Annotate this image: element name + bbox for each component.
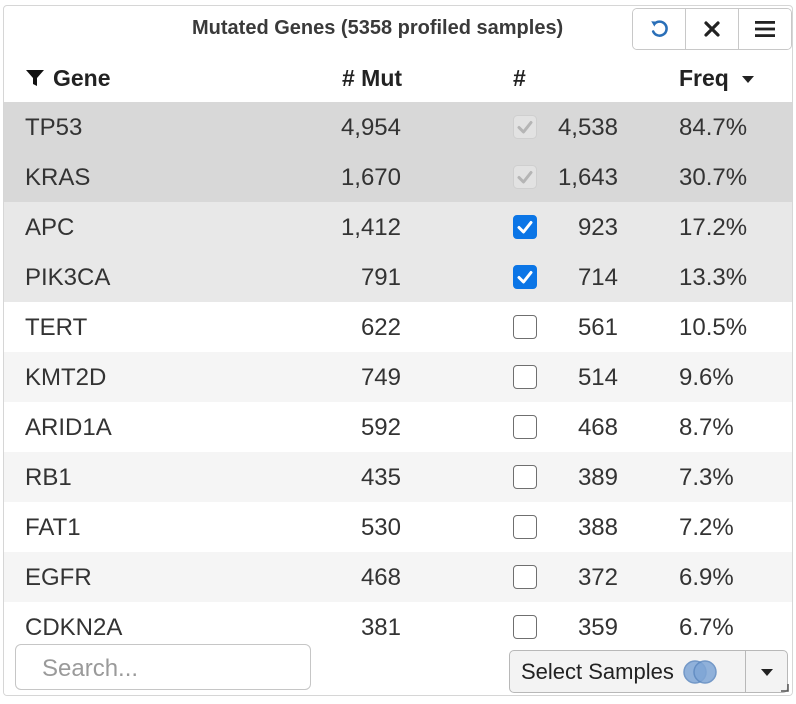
row-checkbox[interactable]	[513, 515, 537, 539]
row-checkbox[interactable]	[513, 265, 537, 289]
gene-cell[interactable]: PIK3CA	[25, 264, 111, 291]
sort-descending-icon	[742, 76, 755, 83]
sample-count-cell: 359	[577, 614, 618, 641]
gene-column-header[interactable]: Gene	[25, 65, 111, 92]
row-checkbox	[513, 115, 537, 139]
freq-cell: 6.7%	[679, 614, 734, 641]
close-button[interactable]	[686, 9, 739, 49]
sample-count-cell: 561	[577, 314, 618, 341]
freq-cell: 8.7%	[679, 414, 734, 441]
select-samples-dropdown-toggle[interactable]	[746, 651, 787, 692]
gene-header-label: Gene	[53, 65, 111, 91]
table-row[interactable]: TERT 622 561 10.5%	[4, 302, 792, 352]
freq-cell: 10.5%	[679, 314, 748, 341]
reset-button[interactable]	[633, 9, 686, 49]
resize-handle-icon[interactable]	[779, 682, 789, 692]
sample-count-cell: 468	[577, 414, 618, 441]
gene-cell[interactable]: KMT2D	[25, 364, 107, 391]
sample-count-cell: 714	[577, 264, 618, 291]
venn-diagram-icon	[683, 659, 717, 684]
table-row[interactable]: CDKN2A 381 359 6.7%	[4, 602, 792, 652]
table-row[interactable]: EGFR 468 372 6.9%	[4, 552, 792, 602]
table-header: Gene # Mut # Freq	[4, 52, 792, 102]
table-row[interactable]: RB1 435 389 7.3%	[4, 452, 792, 502]
table-row[interactable]: FAT1 530 388 7.2%	[4, 502, 792, 552]
hamburger-icon	[755, 21, 775, 37]
checkmark-icon	[513, 165, 537, 189]
row-checkbox[interactable]	[513, 215, 537, 239]
panel-title: Mutated Genes (5358 profiled samples)	[192, 17, 564, 39]
mut-count-cell: 592	[360, 414, 401, 441]
table-row[interactable]: KMT2D 749 514 9.6%	[4, 352, 792, 402]
gene-cell[interactable]: FAT1	[25, 514, 81, 541]
row-checkbox[interactable]	[513, 465, 537, 489]
gene-cell[interactable]: TERT	[25, 314, 88, 341]
sample-count-cell: 923	[577, 214, 618, 241]
mut-count-cell: 381	[360, 614, 401, 641]
checkmark-icon	[517, 221, 533, 234]
mut-count-cell: 4,954	[340, 114, 401, 141]
sample-count-cell: 4,538	[557, 114, 618, 141]
sample-count-cell: 1,643	[557, 164, 618, 191]
gene-cell[interactable]: ARID1A	[25, 414, 112, 441]
mut-count-cell: 1,670	[340, 164, 401, 191]
row-checkbox[interactable]	[513, 615, 537, 639]
panel-toolbar	[632, 8, 792, 50]
mut-count-cell: 468	[360, 564, 401, 591]
sample-count-cell: 514	[577, 364, 618, 391]
freq-cell: 17.2%	[679, 214, 748, 241]
freq-cell: 84.7%	[679, 114, 748, 141]
table-row[interactable]: KRAS 1,670 1,643 30.7%	[4, 152, 792, 202]
freq-cell: 13.3%	[679, 264, 748, 291]
panel-footer: Search... Select Samples	[4, 640, 792, 695]
filter-icon[interactable]	[25, 68, 45, 88]
sample-count-cell: 388	[577, 514, 618, 541]
freq-cell: 30.7%	[679, 164, 748, 191]
caret-down-icon	[760, 668, 773, 676]
mut-column-header[interactable]: # Mut	[342, 65, 403, 91]
freq-header-label: Freq	[679, 65, 729, 91]
panel-titlebar: Mutated Genes (5358 profiled samples)	[4, 6, 792, 51]
mutated-genes-panel: Mutated Genes (5358 profiled samples)	[3, 5, 793, 696]
select-samples-control: Select Samples	[509, 650, 788, 693]
gene-cell[interactable]: RB1	[25, 464, 72, 491]
gene-cell[interactable]: CDKN2A	[25, 614, 123, 641]
row-checkbox[interactable]	[513, 415, 537, 439]
freq-cell: 7.2%	[679, 514, 734, 541]
sample-count-cell: 372	[577, 564, 618, 591]
freq-column-header[interactable]: Freq	[679, 65, 755, 92]
undo-icon	[651, 20, 668, 37]
freq-cell: 9.6%	[679, 364, 734, 391]
gene-cell[interactable]: TP53	[25, 114, 83, 141]
mut-count-cell: 530	[360, 514, 401, 541]
table-row[interactable]: APC 1,412 923 17.2%	[4, 202, 792, 252]
menu-button[interactable]	[739, 9, 791, 49]
row-checkbox	[513, 165, 537, 189]
gene-cell[interactable]: EGFR	[25, 564, 92, 591]
gene-table-body: TP53 4,954 4,538 84.7% KRAS 1,670 1,643 30.7% AP…	[4, 102, 792, 652]
row-checkbox[interactable]	[513, 565, 537, 589]
row-checkbox[interactable]	[513, 315, 537, 339]
mut-count-cell: 622	[360, 314, 401, 341]
table-row[interactable]: TP53 4,954 4,538 84.7%	[4, 102, 792, 152]
checkmark-icon	[517, 271, 533, 284]
checkmark-icon	[513, 115, 537, 139]
close-icon	[704, 21, 720, 37]
mut-count-cell: 791	[360, 264, 401, 291]
table-row[interactable]: PIK3CA 791 714 13.3%	[4, 252, 792, 302]
select-samples-label: Select Samples	[521, 658, 674, 684]
freq-cell: 7.3%	[679, 464, 734, 491]
table-row[interactable]: ARID1A 592 468 8.7%	[4, 402, 792, 452]
select-samples-button[interactable]: Select Samples	[510, 651, 746, 692]
gene-cell[interactable]: APC	[25, 214, 75, 241]
search-input[interactable]: Search...	[15, 644, 311, 690]
sample-count-cell: 389	[577, 464, 618, 491]
mut-count-cell: 435	[360, 464, 401, 491]
freq-cell: 6.9%	[679, 564, 734, 591]
row-checkbox[interactable]	[513, 365, 537, 389]
mut-count-cell: 749	[360, 364, 401, 391]
gene-cell[interactable]: KRAS	[25, 164, 91, 191]
num-column-header[interactable]: #	[513, 65, 526, 91]
mut-count-cell: 1,412	[340, 214, 401, 241]
